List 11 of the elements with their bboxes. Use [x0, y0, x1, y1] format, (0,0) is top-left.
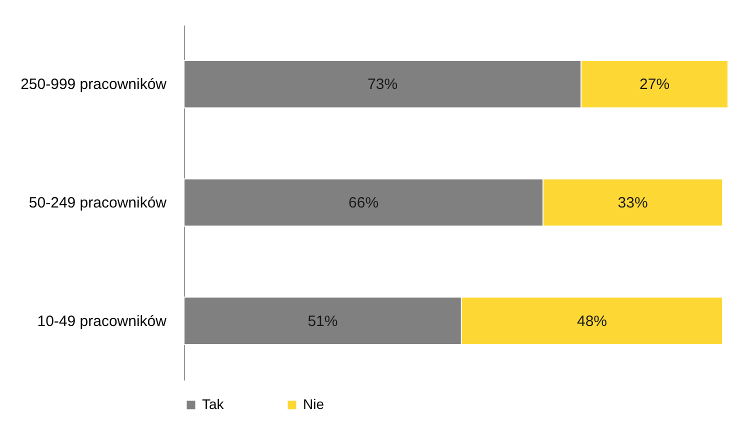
data-label: 73%: [368, 76, 398, 94]
y-tick-label: 50-249 pracowników: [28, 194, 167, 212]
data-label: 48%: [576, 312, 608, 330]
y-tick-label: 250-999 pracowników: [20, 76, 167, 94]
legend-label: Tak: [202, 396, 225, 412]
data-label: 51%: [308, 312, 338, 330]
data-label: 66%: [348, 194, 379, 212]
data-label: 27%: [640, 76, 670, 94]
y-tick-label: 10-49 pracowników: [37, 312, 167, 330]
data-label: 33%: [618, 194, 648, 212]
legend-label: Nie: [303, 396, 324, 412]
